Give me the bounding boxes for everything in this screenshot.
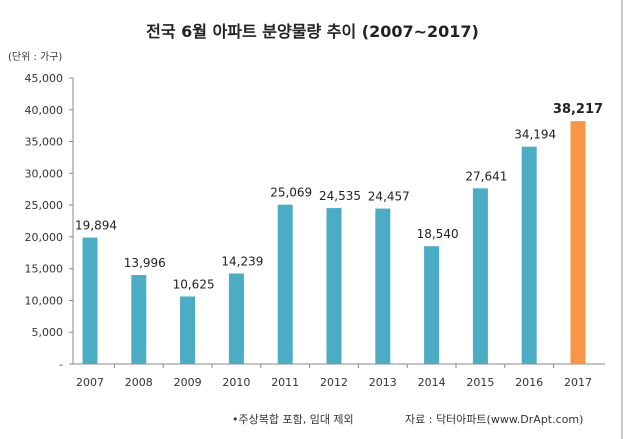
- bar-2015: [472, 188, 488, 364]
- bar-2011: [277, 204, 293, 364]
- data-label-2017: 38,217: [553, 102, 603, 117]
- data-label-2008: 13,996: [124, 256, 166, 270]
- y-tick-label: 40,000: [25, 104, 64, 117]
- data-label-2007: 19,894: [75, 219, 117, 233]
- x-tick-label: 2016: [515, 376, 543, 389]
- y-tick-label: 35,000: [25, 136, 64, 149]
- x-tick-label: 2009: [174, 376, 202, 389]
- x-tick-label: 2007: [76, 376, 104, 389]
- data-label-2012: 24,535: [319, 189, 361, 203]
- data-label-2016: 34,194: [514, 128, 556, 142]
- data-label-2015: 27,641: [465, 169, 507, 183]
- x-tick-label: 2014: [418, 376, 446, 389]
- bar-2007: [82, 237, 98, 364]
- bar-2017: [570, 121, 586, 364]
- footnote: •주상복합 포함, 임대 제외: [232, 413, 354, 426]
- x-tick-label: 2015: [466, 376, 494, 389]
- frame-border: [621, 0, 623, 439]
- y-tick-label: 20,000: [25, 231, 64, 244]
- bar-2010: [228, 273, 244, 364]
- y-tick-label: 15,000: [25, 263, 64, 276]
- data-label-2010: 14,239: [221, 255, 263, 269]
- x-tick-label: 2011: [271, 376, 299, 389]
- x-tick-label: 2008: [125, 376, 153, 389]
- bar-2013: [375, 208, 391, 364]
- x-tick-label: 2012: [320, 376, 348, 389]
- bar-2014: [424, 246, 440, 364]
- y-tick-label: 30,000: [25, 167, 64, 180]
- bar-2016: [521, 146, 537, 364]
- x-tick-label: 2017: [564, 376, 592, 389]
- y-tick-label: 5,000: [32, 326, 64, 339]
- unit-label: (단위 : 가구): [8, 52, 63, 63]
- data-label-2013: 24,457: [368, 190, 410, 204]
- data-label-2014: 18,540: [417, 227, 459, 241]
- bar-2008: [131, 275, 147, 364]
- chart-title: 전국 6월 아파트 분양물량 추이 (2007~2017): [146, 22, 479, 41]
- data-label-2009: 10,625: [173, 277, 215, 291]
- y-tick-label: -: [59, 358, 63, 371]
- y-tick-label: 25,000: [25, 199, 64, 212]
- x-tick-label: 2010: [222, 376, 250, 389]
- y-tick-label: 45,000: [25, 72, 64, 85]
- x-tick-label: 2013: [369, 376, 397, 389]
- data-label-2011: 25,069: [270, 186, 312, 200]
- y-tick-label: 10,000: [25, 294, 64, 307]
- bar-2009: [180, 296, 196, 364]
- source-note: 자료 : 닥터아파트(www.DrApt.com): [405, 413, 584, 426]
- bar-2012: [326, 208, 342, 364]
